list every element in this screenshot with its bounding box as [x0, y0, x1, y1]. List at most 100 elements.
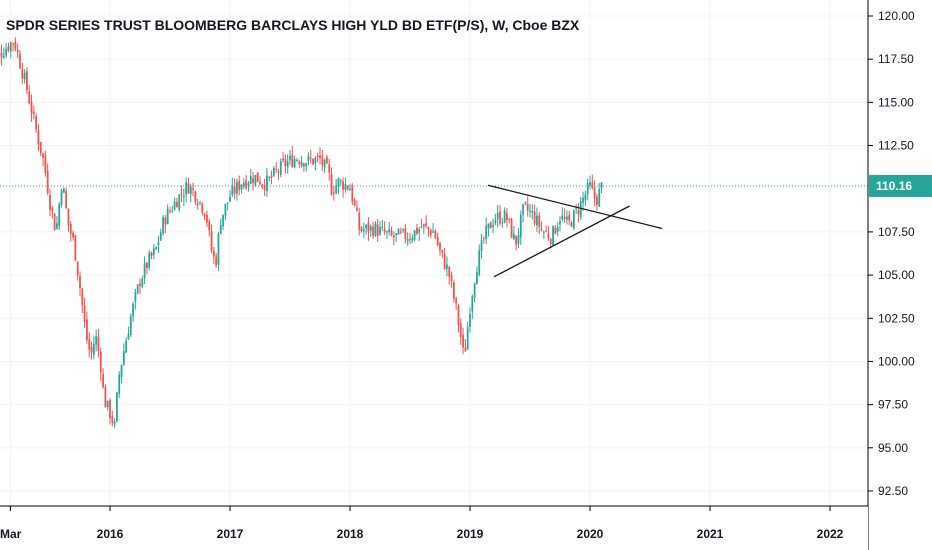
candle[interactable]: [199, 200, 201, 206]
candle[interactable]: [86, 311, 88, 344]
candle[interactable]: [328, 158, 331, 181]
candle[interactable]: [452, 280, 455, 303]
candle[interactable]: [95, 329, 98, 352]
candle[interactable]: [266, 167, 268, 197]
candle[interactable]: [339, 178, 342, 187]
candle[interactable]: [344, 177, 347, 193]
candle[interactable]: [570, 220, 573, 227]
candle[interactable]: [319, 147, 321, 165]
candle[interactable]: [291, 145, 294, 168]
candle[interactable]: [487, 223, 490, 237]
candle[interactable]: [531, 204, 534, 220]
candle[interactable]: [533, 204, 536, 227]
candle[interactable]: [413, 229, 416, 242]
candle[interactable]: [432, 222, 434, 233]
candle[interactable]: [298, 159, 301, 169]
candle[interactable]: [512, 225, 515, 241]
candle[interactable]: [376, 218, 379, 242]
candle[interactable]: [113, 418, 116, 429]
candle[interactable]: [561, 207, 564, 222]
candle[interactable]: [65, 187, 68, 210]
candle[interactable]: [252, 172, 254, 191]
candle[interactable]: [90, 341, 93, 360]
candle[interactable]: [92, 335, 95, 360]
candle[interactable]: [584, 190, 587, 207]
candle[interactable]: [109, 397, 111, 425]
candle[interactable]: [427, 226, 430, 237]
candle[interactable]: [466, 321, 469, 350]
candle[interactable]: [547, 226, 550, 241]
candle[interactable]: [388, 222, 391, 236]
candle[interactable]: [122, 343, 125, 366]
candle[interactable]: [383, 221, 386, 236]
candle[interactable]: [9, 41, 12, 59]
candle[interactable]: [353, 197, 356, 207]
candle[interactable]: [120, 364, 123, 384]
candle[interactable]: [374, 220, 377, 237]
candle[interactable]: [455, 296, 458, 310]
candle[interactable]: [240, 183, 243, 194]
candle[interactable]: [600, 182, 603, 194]
candle[interactable]: [309, 149, 312, 164]
candle[interactable]: [104, 384, 107, 408]
candle[interactable]: [478, 244, 481, 277]
candle[interactable]: [446, 256, 448, 277]
candle[interactable]: [270, 170, 273, 185]
candle[interactable]: [326, 154, 328, 164]
candle[interactable]: [496, 204, 499, 228]
candle[interactable]: [58, 201, 61, 230]
candle[interactable]: [416, 223, 418, 236]
candle[interactable]: [356, 200, 358, 212]
candle[interactable]: [196, 198, 199, 210]
candle[interactable]: [62, 187, 65, 193]
candle[interactable]: [593, 180, 596, 207]
candle[interactable]: [441, 249, 444, 258]
candle[interactable]: [552, 225, 554, 247]
candle[interactable]: [572, 209, 575, 231]
candle[interactable]: [97, 328, 100, 358]
candle[interactable]: [277, 168, 280, 181]
candle[interactable]: [524, 201, 527, 206]
candle[interactable]: [217, 231, 220, 271]
candle[interactable]: [224, 203, 227, 220]
candle[interactable]: [300, 155, 303, 168]
candle[interactable]: [261, 183, 264, 190]
candle[interactable]: [0, 44, 3, 66]
candle[interactable]: [152, 243, 155, 260]
candle[interactable]: [67, 208, 70, 232]
candle[interactable]: [559, 215, 561, 232]
candle[interactable]: [263, 178, 266, 197]
candle[interactable]: [106, 400, 109, 411]
candle[interactable]: [118, 371, 121, 399]
candle[interactable]: [459, 318, 462, 345]
candle[interactable]: [247, 180, 250, 192]
candle[interactable]: [51, 206, 54, 219]
candle[interactable]: [208, 218, 211, 237]
candle[interactable]: [83, 297, 86, 328]
candle[interactable]: [282, 151, 284, 163]
candle[interactable]: [529, 203, 531, 218]
candle[interactable]: [582, 191, 584, 211]
candle[interactable]: [187, 177, 190, 194]
candle[interactable]: [238, 175, 241, 196]
candle[interactable]: [358, 207, 361, 236]
candle[interactable]: [111, 410, 114, 427]
candle[interactable]: [471, 294, 474, 320]
candle[interactable]: [515, 235, 518, 251]
candle[interactable]: [256, 172, 259, 183]
candle[interactable]: [293, 155, 296, 169]
candle[interactable]: [249, 168, 252, 185]
candle[interactable]: [360, 226, 363, 233]
candle[interactable]: [302, 162, 305, 172]
candle[interactable]: [53, 213, 56, 231]
candle[interactable]: [16, 43, 19, 59]
candle[interactable]: [203, 212, 206, 221]
candle[interactable]: [577, 203, 580, 223]
candle[interactable]: [155, 246, 158, 251]
candle[interactable]: [185, 177, 188, 203]
candle[interactable]: [88, 332, 91, 358]
candle[interactable]: [365, 223, 368, 235]
candle[interactable]: [236, 178, 238, 201]
candle[interactable]: [56, 216, 58, 230]
